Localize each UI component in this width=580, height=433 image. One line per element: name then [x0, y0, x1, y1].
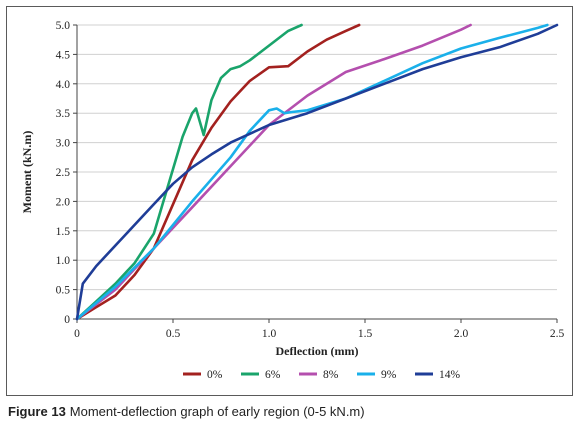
y-tick-label: 3.0 — [56, 138, 71, 150]
legend-label: 0% — [207, 369, 223, 381]
gridlines — [73, 24, 557, 320]
x-tick-label: 1.0 — [262, 328, 277, 340]
x-axis-label: Deflection (mm) — [276, 344, 359, 358]
series-lines — [75, 23, 559, 321]
figure-frame: 0 0.5 1.0 1.5 2.0 2.5 3.0 3.5 4.0 4.5 5.0 0 0.5 1.0 1… — [6, 6, 573, 396]
y-tick-label: 2.0 — [56, 196, 71, 208]
figure-label: Figure 13 — [8, 404, 66, 419]
legend-label: 14% — [439, 369, 461, 381]
series-line-6pct — [75, 23, 303, 321]
y-tick-label: 1.5 — [56, 226, 71, 238]
x-tick-label: 0 — [74, 328, 80, 340]
moment-deflection-chart: 0 0.5 1.0 1.5 2.0 2.5 3.0 3.5 4.0 4.5 5.0 0 0.5 1.0 1… — [20, 20, 564, 381]
y-tick-label: 4.0 — [56, 79, 71, 91]
y-tick-labels: 0 0.5 1.0 1.5 2.0 2.5 3.0 3.5 4.0 4.5 5.0 — [56, 20, 71, 326]
legend: 0% 6% 8% 9% 14% — [183, 369, 461, 381]
legend-label: 8% — [323, 369, 339, 381]
series-line-0pct — [75, 23, 361, 321]
y-tick-label: 4.5 — [56, 49, 71, 61]
x-tick-label: 0.5 — [166, 328, 181, 340]
legend-label: 9% — [381, 369, 397, 381]
y-tick-label: 1.0 — [56, 255, 71, 267]
y-tick-label: 5.0 — [56, 20, 71, 32]
figure-caption: Figure 13 Moment-deflection graph of earl… — [8, 404, 365, 419]
x-tick-label: 2.0 — [454, 328, 469, 340]
series-line-9pct — [75, 23, 549, 321]
figure-caption-text: Moment-deflection graph of early region … — [69, 404, 365, 419]
legend-label: 6% — [265, 369, 281, 381]
y-tick-label: 3.5 — [56, 108, 71, 120]
y-tick-label: 0.5 — [56, 285, 71, 297]
axes — [76, 25, 558, 323]
series-line-14pct — [75, 23, 559, 321]
x-tick-label: 2.5 — [550, 328, 565, 340]
x-tick-label: 1.5 — [358, 328, 373, 340]
y-tick-label: 0 — [64, 314, 70, 326]
x-tick-labels: 0 0.5 1.0 1.5 2.0 2.5 — [74, 328, 564, 340]
y-tick-label: 2.5 — [56, 167, 71, 179]
y-axis-label: Moment (kN.m) — [20, 131, 34, 214]
